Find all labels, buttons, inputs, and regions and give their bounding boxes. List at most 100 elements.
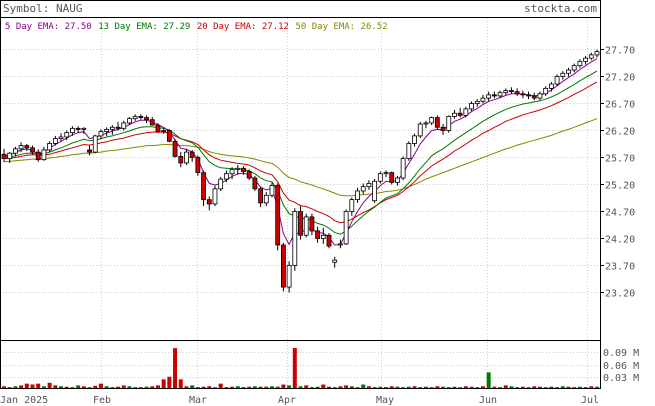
volume-bar	[19, 385, 24, 388]
candle-body	[446, 116, 452, 131]
candle	[212, 185, 218, 207]
candle	[35, 149, 41, 162]
volume-bar	[537, 386, 542, 388]
volume-bar	[235, 386, 240, 388]
candle	[355, 187, 360, 203]
candle	[7, 152, 13, 163]
date-tick-label: May	[376, 395, 394, 406]
candle-body	[332, 259, 338, 263]
volume-bar	[76, 385, 81, 388]
candle-body	[280, 244, 286, 288]
candle-body	[389, 172, 395, 183]
volume-bar	[70, 387, 75, 389]
volume-bar	[555, 387, 560, 389]
volume-bar	[378, 386, 383, 388]
candle	[571, 63, 577, 73]
candle-body	[583, 57, 588, 62]
price-tick-label: 26.70	[605, 100, 635, 111]
candle-body	[434, 117, 440, 128]
candle-body	[212, 188, 218, 205]
candle-body	[497, 92, 503, 97]
candle	[30, 145, 35, 155]
candle	[491, 91, 497, 99]
volume-bar	[458, 387, 463, 389]
candle	[138, 114, 144, 120]
candle-body	[104, 129, 110, 132]
candle	[235, 165, 241, 175]
ema-legend-item: 50 Day EMA: 26.52	[296, 22, 388, 32]
candle-body	[98, 131, 104, 137]
volume-bar	[344, 385, 349, 388]
price-tick-label: 23.70	[605, 262, 635, 273]
candle	[349, 197, 355, 216]
volume-bar	[53, 385, 58, 388]
candle	[280, 242, 286, 292]
candle	[457, 107, 463, 118]
candle-body	[400, 158, 406, 179]
candle	[583, 55, 588, 65]
volume-bar	[292, 348, 297, 388]
candle	[127, 117, 132, 126]
candle	[161, 128, 167, 134]
ema-legend-item: 20 Day EMA: 27.12	[197, 22, 289, 32]
candle-body	[286, 265, 292, 288]
volume-bar	[269, 386, 274, 388]
candle	[155, 122, 161, 133]
volume-bar	[503, 385, 508, 388]
volume-bar	[81, 386, 86, 388]
candle	[400, 156, 406, 181]
candle	[18, 142, 24, 153]
candle-body	[47, 143, 53, 151]
candle	[537, 91, 543, 101]
volume-axis: 0.09 M 0.06 M0.03 M	[603, 348, 639, 384]
date-tick-label: Jan 2025	[0, 395, 48, 406]
candle-body	[132, 116, 138, 120]
candle	[41, 146, 47, 161]
candle-body	[366, 183, 372, 188]
price-axis: 27.70 27.20 26.70 26.20 25.70 25.20 24.70 24.20…	[600, 46, 635, 300]
candle-body	[560, 72, 566, 77]
volume-bar	[201, 386, 206, 388]
candle-body	[594, 51, 600, 56]
volume-bar	[110, 387, 115, 389]
candle	[372, 179, 378, 203]
candle-body	[474, 100, 480, 104]
candle	[132, 114, 138, 121]
candle-body	[349, 199, 355, 212]
volume-bar	[560, 386, 565, 388]
volume-bar	[212, 387, 217, 389]
volume-bar	[258, 386, 263, 388]
volume-bar	[349, 386, 354, 388]
candle-body	[429, 117, 435, 124]
candle	[258, 186, 263, 208]
volume-bar	[401, 387, 406, 389]
volume-bar	[412, 386, 417, 388]
volume-bar	[167, 376, 172, 388]
volume-bar	[87, 387, 92, 389]
volume-bar	[224, 387, 229, 389]
candle	[406, 141, 412, 161]
candle	[303, 213, 309, 238]
candle	[70, 126, 75, 136]
candle	[326, 233, 332, 249]
candle	[474, 99, 480, 107]
candle-body	[178, 156, 184, 164]
volume-bar	[195, 387, 200, 389]
candle-body	[452, 112, 457, 117]
volume-bar	[178, 379, 183, 388]
candle-body	[161, 130, 167, 132]
candle	[104, 127, 110, 136]
candle	[577, 59, 583, 68]
volume-bar	[13, 386, 18, 388]
candle	[531, 92, 537, 101]
volume-bar	[389, 386, 394, 388]
candle-body	[531, 95, 537, 99]
candle	[58, 133, 64, 142]
candle-body	[412, 135, 417, 144]
candle	[92, 134, 98, 154]
candle-body	[577, 60, 583, 67]
candle-body	[514, 91, 520, 95]
candle	[81, 127, 87, 134]
candle	[548, 81, 554, 92]
